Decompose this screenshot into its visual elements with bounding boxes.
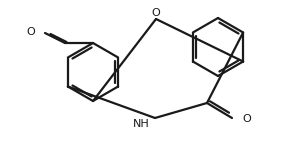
Text: O: O [152, 8, 160, 18]
Text: O: O [242, 114, 251, 124]
Text: O: O [26, 27, 35, 37]
Text: NH: NH [133, 119, 150, 129]
